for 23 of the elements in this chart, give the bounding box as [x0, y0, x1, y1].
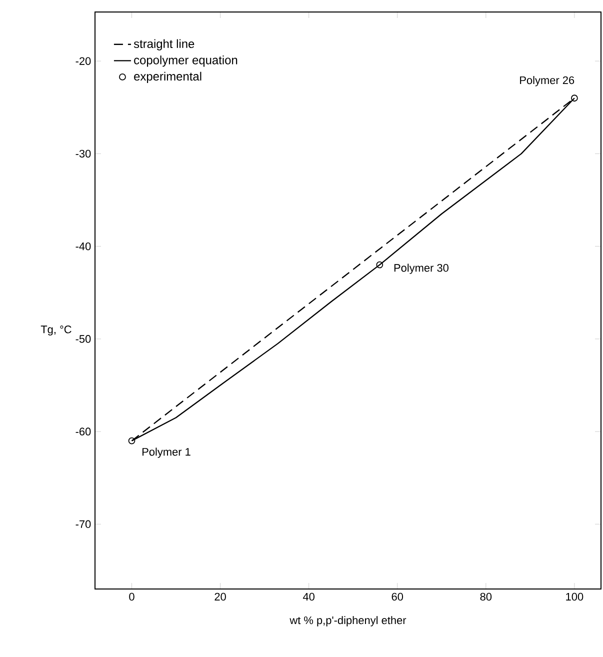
x-tick-label: 40 — [302, 592, 314, 601]
point — [570, 94, 578, 102]
x-tick-label: 60 — [392, 592, 404, 601]
x-tick-label: 100 — [566, 592, 584, 601]
y-tick-label: -60 — [76, 428, 91, 436]
point — [376, 261, 384, 268]
legend-label: experimental — [134, 72, 202, 83]
y-tick-label: -70 — [76, 520, 91, 528]
x-tick-label: 0 — [129, 592, 134, 601]
annotation: Polymer 1 — [142, 448, 190, 458]
y-tick-label: -20 — [76, 57, 91, 65]
x-tick-label: 20 — [214, 592, 226, 601]
y-axis-title: Tg, °C — [40, 326, 72, 336]
y-tick-label: -30 — [76, 150, 91, 158]
y-tick-label: -40 — [76, 242, 91, 250]
legend-label: copolymer equation — [134, 56, 238, 67]
annotation: Polymer 26 — [520, 76, 574, 86]
legend-label: straight line — [134, 39, 194, 50]
x-axis-title: wt % p,p'-diphenyl ether — [290, 616, 406, 626]
point — [128, 437, 136, 444]
x-tick-label: 80 — [480, 592, 492, 601]
y-tick-label: -50 — [76, 335, 91, 343]
annotation: Polymer 30 — [394, 264, 448, 274]
